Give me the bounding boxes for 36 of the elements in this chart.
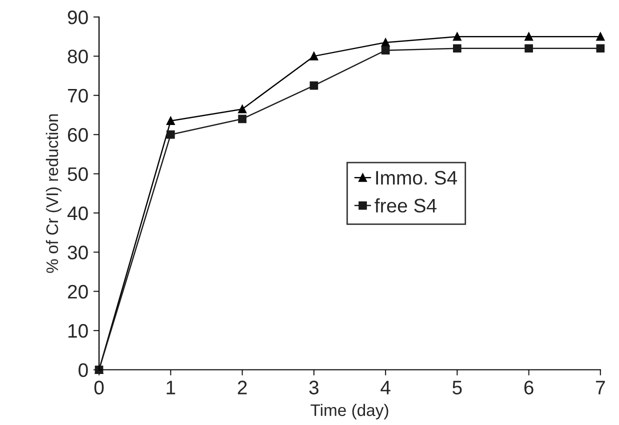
y-tick-label: 10 bbox=[68, 324, 88, 338]
x-tick-label: 3 bbox=[309, 380, 318, 394]
y-axis-title: % of Cr (VI) reduction bbox=[46, 114, 62, 273]
y-tick-label: 80 bbox=[68, 50, 88, 64]
x-tick-label: 4 bbox=[380, 380, 390, 394]
y-tick-label: 50 bbox=[68, 167, 88, 182]
point bbox=[524, 32, 533, 41]
point bbox=[453, 32, 462, 41]
point bbox=[596, 44, 605, 53]
point bbox=[166, 130, 175, 139]
legend-label: Immo. S4 bbox=[376, 170, 458, 185]
y-tick-label: 70 bbox=[68, 88, 88, 103]
y-tick-label: 0 bbox=[78, 363, 88, 377]
x-tick-label: 6 bbox=[524, 380, 534, 394]
point bbox=[524, 44, 533, 53]
point bbox=[453, 44, 462, 53]
x-tick-label: 2 bbox=[238, 380, 247, 394]
legend-label: free S4 bbox=[374, 198, 437, 213]
y-tick-label: 20 bbox=[68, 284, 88, 299]
x-tick-label: 7 bbox=[596, 380, 605, 394]
y-tick-label: 90 bbox=[68, 10, 88, 24]
point bbox=[238, 114, 246, 124]
x-tick-label: 5 bbox=[452, 380, 462, 394]
y-tick-label: 40 bbox=[67, 206, 88, 220]
point bbox=[596, 32, 605, 41]
point bbox=[381, 46, 390, 54]
point bbox=[238, 104, 246, 114]
point bbox=[381, 38, 390, 47]
y-tick-label: 60 bbox=[68, 128, 88, 142]
point bbox=[166, 116, 175, 126]
x-axis-title: Time (day) bbox=[310, 404, 388, 420]
x-tick-label: 0 bbox=[94, 380, 104, 394]
point bbox=[310, 81, 318, 90]
x-tick-label: 1 bbox=[166, 380, 176, 394]
y-tick-label: 30 bbox=[68, 246, 88, 260]
point bbox=[310, 52, 318, 60]
